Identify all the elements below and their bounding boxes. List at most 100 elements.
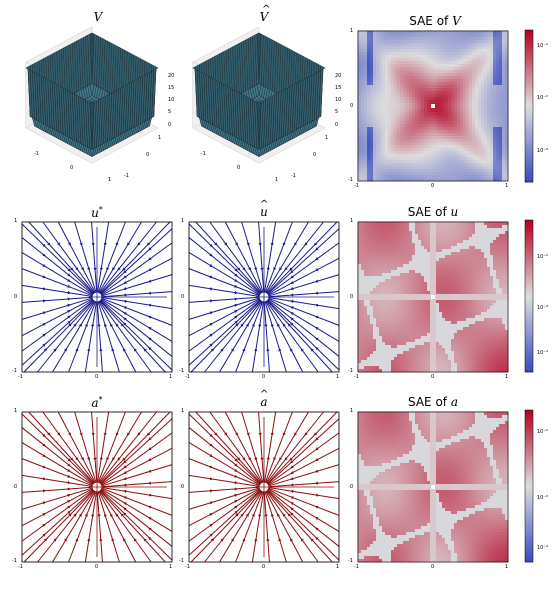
heatmap-cell (475, 103, 479, 107)
heatmap-cell (466, 31, 470, 35)
heatmap-cell (388, 124, 392, 128)
heatmap-cell (382, 127, 386, 131)
heatmap-cell (445, 67, 449, 71)
z-tick: 20 (335, 73, 342, 79)
heatmap-cell (490, 145, 494, 149)
heatmap-cell (463, 58, 467, 62)
heatmap-cell (391, 55, 395, 59)
heatmap-cell (463, 169, 467, 173)
y-tick: 0 (146, 152, 150, 158)
heatmap-cell (430, 70, 434, 74)
heatmap-cell (457, 64, 461, 68)
heatmap-cell (505, 103, 509, 107)
heatmap-cell (379, 103, 383, 107)
stream-arrow (87, 347, 91, 352)
heatmap-cell (373, 240, 377, 244)
heatmap-cell (370, 64, 374, 68)
heatmap-cell (391, 142, 395, 146)
heatmap-cell (466, 91, 470, 95)
heatmap-cell (451, 106, 455, 110)
heatmap-cell (391, 133, 395, 137)
heatmap-cell (463, 31, 467, 35)
heatmap-cell (448, 58, 452, 62)
heatmap-cell (403, 40, 407, 44)
heatmap-cell (430, 160, 434, 164)
heatmap-cell (439, 43, 443, 47)
heatmap-cell (358, 46, 362, 50)
panel-title: V (60, 10, 136, 24)
heatmap-cell (427, 118, 431, 122)
heatmap-cell (457, 94, 461, 98)
heatmap-cell (472, 127, 476, 131)
heatmap-cell (469, 121, 473, 125)
heatmap-cell (478, 139, 482, 143)
heatmap-cell (424, 82, 428, 86)
heatmap-cell (382, 145, 386, 149)
stream-arrow (67, 268, 71, 272)
heatmap-cell (421, 175, 425, 179)
heatmap-cell (379, 40, 383, 44)
heatmap-cell (433, 31, 437, 35)
heatmap-cell (358, 76, 362, 80)
heatmap-cell (445, 88, 449, 92)
heatmap-cell (397, 79, 401, 83)
heatmap-cell (433, 154, 437, 158)
colorbar-segment (525, 50, 533, 54)
heatmap-cell (445, 127, 449, 131)
heatmap-cell (364, 37, 368, 41)
heatmap-cell (484, 43, 488, 47)
heatmap-cell (457, 31, 461, 35)
heatmap-cell (496, 82, 500, 86)
heatmap-cell (358, 312, 362, 316)
heatmap-cell (379, 37, 383, 41)
heatmap-cell (412, 58, 416, 62)
heatmap-cell (400, 175, 404, 179)
heatmap-cell (373, 258, 377, 262)
heatmap-cell (469, 139, 473, 143)
heatmap-cell (481, 142, 485, 146)
heatmap-cell (436, 94, 440, 98)
heatmap-cell (415, 55, 419, 59)
heatmap-cell (478, 112, 482, 116)
streamline (188, 223, 262, 295)
heatmap-cell (505, 130, 509, 134)
heatmap-cell (457, 115, 461, 119)
heatmap-cell (427, 175, 431, 179)
heatmap-cell (421, 127, 425, 131)
heatmap-cell (397, 124, 401, 128)
heatmap-cell (424, 88, 428, 92)
heatmap-cell (466, 175, 470, 179)
heatmap-cell (484, 82, 488, 86)
heatmap-cell (406, 130, 410, 134)
heatmap-cell (466, 55, 470, 59)
heatmap-cell (502, 79, 506, 83)
heatmap-cell (373, 231, 377, 235)
heatmap-cell (481, 97, 485, 101)
heatmap-cell (373, 157, 377, 161)
heatmap-cell (367, 64, 371, 68)
heatmap-cell (394, 85, 398, 89)
streamplot (21, 221, 173, 373)
heatmap-cell (460, 52, 464, 56)
heatmap-cell (448, 103, 452, 107)
heatmap-cell (364, 369, 368, 373)
heatmap-cell (403, 133, 407, 137)
heatmap-cell (409, 64, 413, 68)
heatmap-cell (439, 112, 443, 116)
heatmap-cell (397, 154, 401, 158)
stream-arrow (224, 242, 228, 246)
heatmap-cell (415, 139, 419, 143)
heatmap-cell (472, 142, 476, 146)
heatmap-cell (388, 142, 392, 146)
heatmap-cell (490, 166, 494, 170)
heatmap-cell (367, 297, 371, 301)
heatmap-cell (460, 82, 464, 86)
heatmap-cell (361, 37, 365, 41)
heatmap-cell (505, 175, 509, 179)
heatmap-cell (376, 160, 380, 164)
heatmap-cell (478, 76, 482, 80)
heatmap-cell (469, 178, 473, 182)
streamline (98, 300, 137, 373)
heatmap-cell (391, 127, 395, 131)
heatmap-cell (358, 276, 362, 280)
